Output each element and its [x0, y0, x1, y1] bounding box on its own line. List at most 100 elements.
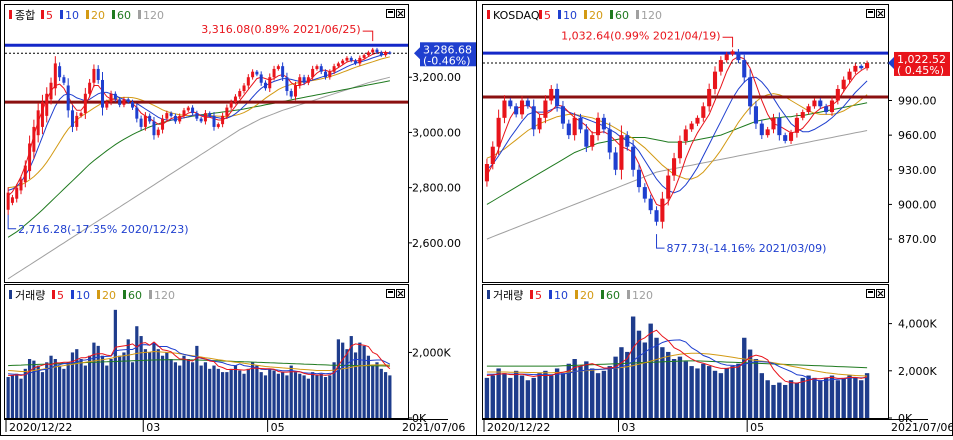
candle-body	[613, 152, 618, 170]
volume-bar	[220, 372, 225, 418]
candle-body	[736, 52, 741, 61]
ma-line-ma20	[486, 93, 868, 180]
high-annotation-label: 3,316.08(0.89% 2021/06/25)	[201, 23, 360, 36]
candle-body	[152, 121, 156, 136]
legend-series-name: 거래량	[15, 289, 45, 302]
volume-bar	[100, 355, 105, 418]
volume-bar	[83, 365, 87, 418]
legend-ma-marker	[575, 290, 578, 299]
volume-bar	[178, 365, 182, 418]
volume-bar	[251, 362, 255, 418]
volume-bar	[794, 382, 800, 418]
candle-body	[371, 49, 375, 53]
candle-body	[683, 129, 688, 141]
volume-bar	[783, 384, 788, 418]
candle-body	[126, 99, 130, 103]
candle-body	[742, 60, 747, 78]
panel-border	[4, 4, 409, 283]
volume-bar	[328, 375, 332, 418]
candle-body	[293, 85, 298, 97]
volume-ma-line-ma5	[8, 341, 391, 376]
low-annotation-leader	[7, 214, 17, 230]
volume-bar	[800, 377, 805, 418]
panel-3: 거래량 5 10 20 60 120 0K 2,000K 4,000K 2020/12/22 03 0…	[482, 284, 953, 434]
candle-body	[143, 115, 147, 127]
volume-bar	[712, 370, 718, 418]
volume-bar	[358, 342, 362, 418]
legend-ma-marker	[636, 10, 639, 19]
volume-bar	[549, 375, 554, 418]
legend-color-marker	[9, 10, 12, 19]
candle-body	[328, 71, 332, 78]
volume-bar	[747, 349, 753, 418]
candle-body	[595, 117, 601, 136]
legend-ma-label: 60	[606, 289, 620, 302]
volume-bar	[40, 372, 45, 418]
volume-bar	[246, 368, 250, 418]
legend-color-marker	[9, 290, 12, 299]
volume-bar	[306, 378, 310, 418]
x-axis-end-label: 2021/07/06	[402, 421, 465, 434]
candle-body	[753, 106, 759, 124]
volume-bar	[590, 368, 595, 418]
close-icon-cross	[397, 290, 404, 297]
volume-bar	[75, 349, 79, 418]
volume-bar	[353, 352, 358, 418]
candle-body	[45, 93, 49, 116]
ma-line-ma120	[486, 130, 868, 240]
candle-body	[829, 100, 835, 113]
candle-body	[285, 77, 289, 92]
volume-bar	[165, 352, 169, 418]
maximize-icon-bar	[388, 291, 393, 293]
candle-body	[324, 71, 328, 78]
volume-bar	[771, 384, 776, 418]
volume-bar	[660, 347, 665, 418]
candle-body	[70, 110, 74, 127]
volume-bar	[718, 373, 724, 418]
legend-ma-label: 10	[65, 9, 79, 22]
volume-bar	[841, 377, 846, 418]
candle-body	[113, 93, 117, 100]
candle-body	[859, 65, 864, 69]
candle-body	[10, 197, 14, 203]
axis-tick-label: 960.00	[898, 129, 937, 142]
volume-bar	[6, 377, 10, 418]
volume-bar	[113, 309, 117, 418]
close-icon	[396, 289, 405, 298]
volume-bar	[79, 359, 83, 418]
candle-body	[156, 129, 160, 136]
volume-bar	[502, 373, 507, 418]
volume-bar	[225, 372, 229, 418]
candle-body	[648, 198, 653, 211]
candle-body	[771, 117, 776, 130]
candle-body	[712, 71, 718, 89]
volume-ma-line-ma60	[486, 360, 868, 369]
volume-bar	[173, 362, 178, 418]
candle-body	[847, 71, 852, 80]
volume-bar	[683, 361, 688, 418]
candle-body	[549, 88, 554, 101]
legend-ma-marker	[530, 290, 533, 299]
maximize-icon-box	[866, 289, 875, 298]
volume-bar	[496, 368, 501, 418]
axis-tick-label: 2,000K	[898, 365, 937, 378]
high-annotation-label: 1,032.64(0.99% 2021/04/19)	[561, 29, 720, 42]
volume-ma-line-ma20	[486, 352, 868, 377]
candle-body	[276, 66, 280, 69]
volume-bar	[139, 336, 143, 418]
volume-bar	[654, 337, 659, 418]
volume-bar	[531, 377, 536, 418]
candle-body	[366, 52, 370, 56]
volume-bar	[513, 370, 519, 418]
x-axis-label: 05	[271, 421, 285, 434]
legend-ma-label: 60	[117, 9, 131, 22]
volume-bar	[362, 345, 366, 418]
volume-bar	[49, 355, 53, 418]
volume-bar	[630, 316, 636, 418]
high-annotation-leader	[362, 30, 374, 42]
legend-ma-label: 20	[580, 289, 594, 302]
x-axis-label: 05	[750, 421, 764, 434]
candle-body	[28, 143, 32, 172]
candle-body	[75, 115, 79, 127]
